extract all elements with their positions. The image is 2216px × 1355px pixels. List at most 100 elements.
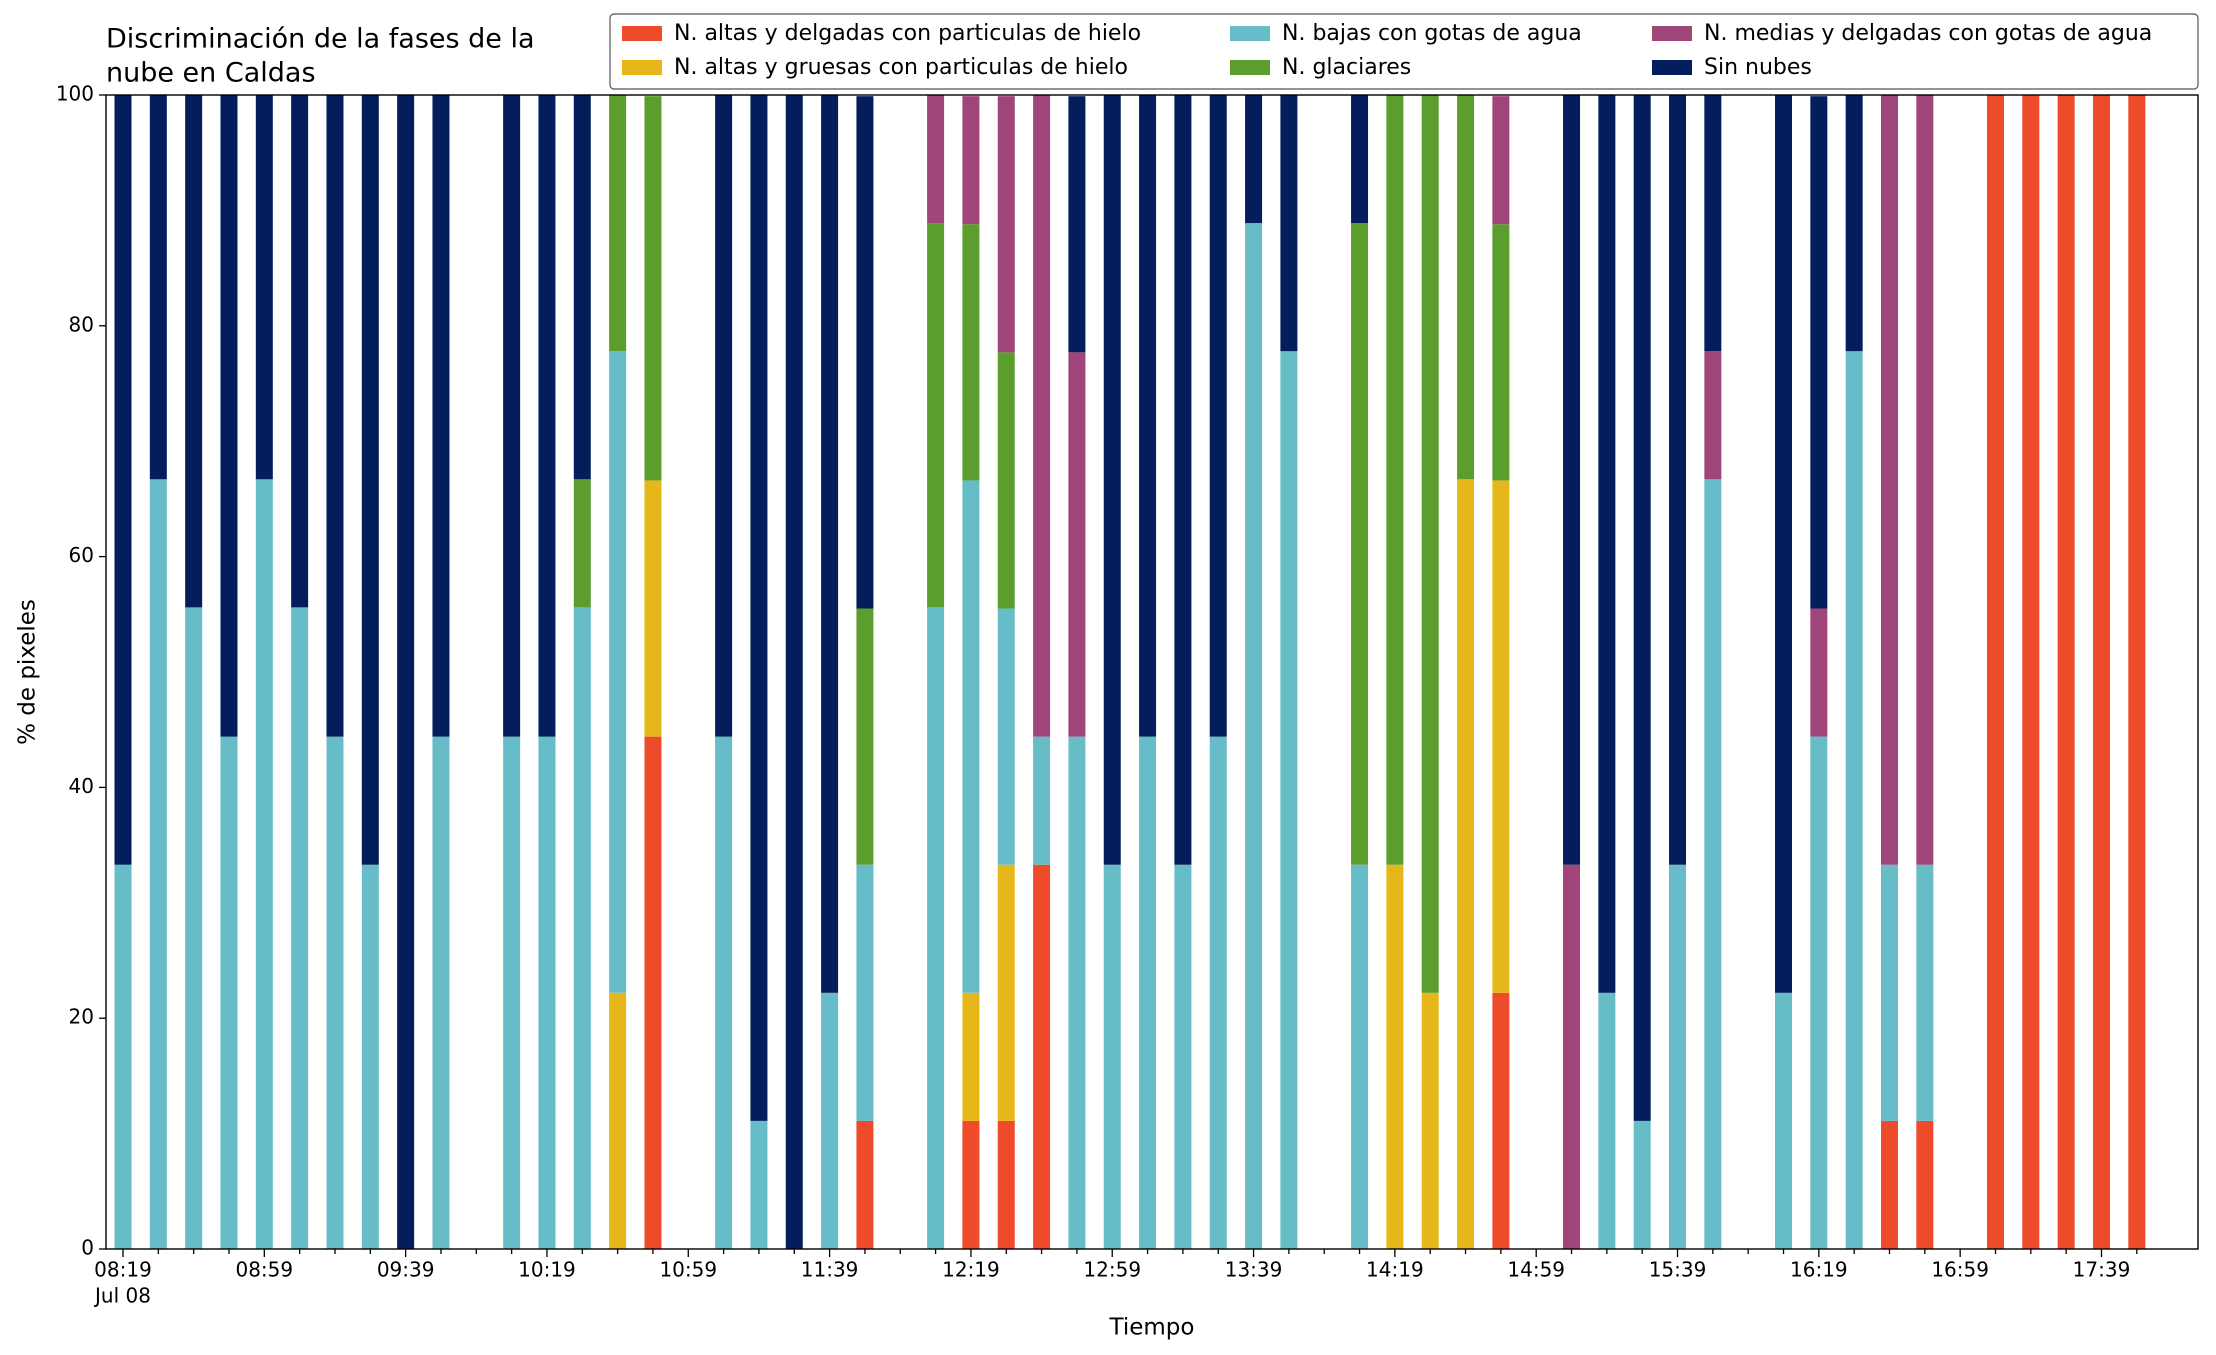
bar-segment [2128,95,2146,1249]
x-tick-label: 11:39 [801,1258,859,1282]
bar-segment [114,864,132,1249]
bar-segment [1810,608,1828,737]
plot-frame [105,94,2199,1250]
x-tick-label: 14:59 [1507,1258,1565,1282]
bar-segment [361,864,379,1249]
bar-segment [1492,992,1510,1249]
bar-segment [644,480,662,737]
bar-segment [255,479,273,1250]
bar-segment [750,95,768,1121]
bar-segment [538,95,556,737]
bar-segment [503,95,521,737]
x-tick-label: 10:59 [659,1258,717,1282]
bar-segment [1033,95,1051,737]
bar-segment [1881,95,1898,865]
bar-segment [1986,95,2004,1249]
bar-segment [185,95,203,608]
x-tick-label: 09:39 [377,1258,435,1282]
y-tick-label: 80 [69,312,94,336]
bar-segment [997,864,1015,1121]
legend-label: Sin nubes [1704,55,1812,80]
legend-swatch [1652,60,1692,75]
x-tick-label: 13:39 [1225,1258,1283,1282]
bar-segment [1492,480,1510,993]
bar-segment [715,736,733,1249]
bar-segment [1351,223,1369,865]
bar-segment [1810,96,1828,609]
bar-segment [609,351,627,993]
bar-segment [821,95,839,993]
legend-swatch [1230,26,1270,41]
bar-segment [1139,95,1157,737]
bar-segment [149,479,167,1250]
bar-segment [1881,1120,1898,1249]
bar-segment [856,96,874,609]
bar-segment [1704,479,1722,1250]
bar-segment [185,607,203,1249]
bar-segment [1068,352,1086,737]
bar-segment [1845,95,1863,352]
y-tick-label: 60 [69,543,94,567]
legend-swatch [622,60,662,75]
bar-segment [1916,1120,1934,1249]
chart-title: Discriminación de la fases de la [106,24,535,55]
x-tick-label: 10:19 [518,1258,576,1282]
bar-segment [997,352,1015,609]
bar-segment [1845,351,1863,1249]
legend-label: N. bajas con gotas de agua [1282,21,1582,46]
bar-segment [1598,992,1616,1249]
bar-segment [1492,224,1510,481]
bar-segment [432,95,450,737]
bar-segment [1881,864,1898,1121]
bar-segment [326,736,344,1249]
bar-segment [1704,351,1722,480]
bar-segment [1669,864,1687,1249]
bar-segment [1704,95,1722,352]
bar-segment [856,608,874,865]
bar-segment [573,95,591,480]
bar-segment [573,479,591,608]
bar-segment [1174,864,1192,1249]
bar-segment [1669,95,1687,865]
bar-segment [1916,95,1934,865]
bar-segment [856,864,874,1121]
bar-segment [962,96,980,225]
bar-segment [291,607,309,1249]
y-tick-label: 40 [69,774,94,798]
bar-segment [927,607,945,1249]
bar-segment [1563,864,1581,1249]
bar-segment [291,95,309,608]
bar-segment [255,95,273,480]
bar-segment [1351,95,1369,224]
x-tick-label: 15:39 [1649,1258,1707,1282]
bar-segment [1209,736,1227,1249]
bar-segment [1245,223,1263,1249]
bar-segment [361,95,379,865]
bar-segment [785,95,803,1249]
bar-segment [962,480,980,993]
y-tick-label: 0 [81,1236,94,1260]
bar-segment [1068,736,1086,1249]
legend-label: N. glaciares [1282,55,1411,80]
x-tick-label: 08:19 [94,1258,152,1282]
bar-segment [1421,95,1439,993]
bar-segment [503,736,521,1249]
bar-segment [397,95,415,1249]
legend-swatch [622,26,662,41]
bar-segment [326,95,344,737]
bar-segment [1245,95,1263,224]
bar-segment [1103,864,1121,1249]
bar-segment [114,95,132,865]
bar-segment [1916,864,1934,1121]
bar-segment [1492,96,1510,225]
legend-swatch [1230,60,1270,75]
x-tick-label: 17:39 [2073,1258,2131,1282]
bar-segment [1280,351,1298,1249]
bar-segment [750,1120,768,1249]
chart-title: nube en Caldas [106,58,316,89]
legend-swatch [1652,26,1692,41]
bar-segment [1633,95,1651,1121]
x-tick-label: 16:59 [1931,1258,1989,1282]
x-tick-label: 12:59 [1083,1258,1141,1282]
